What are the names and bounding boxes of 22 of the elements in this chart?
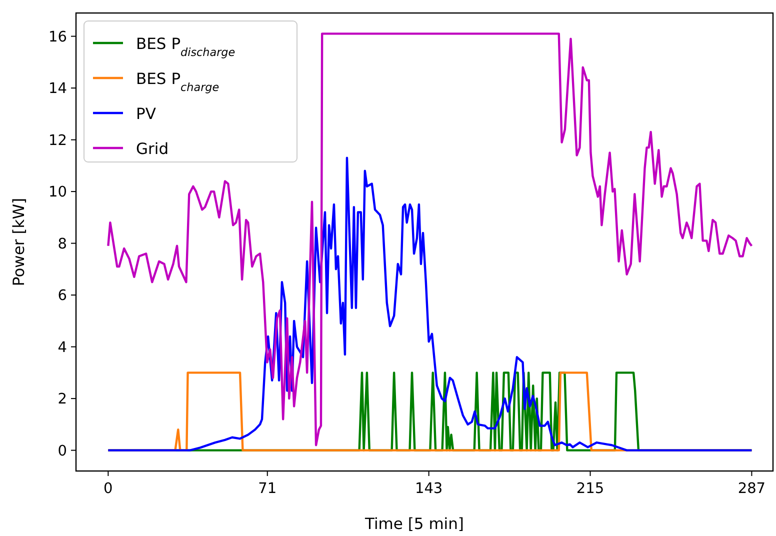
y-tick-label: 0 xyxy=(58,443,67,460)
x-tick-label: 71 xyxy=(258,481,277,497)
line-series xyxy=(107,32,753,446)
y-tick-label: 8 xyxy=(58,236,67,252)
y-tick-label: 2 xyxy=(58,392,67,408)
legend-label: BES P$_{discharge}$ xyxy=(136,35,236,58)
legend-label: BES P$_{charge}$ xyxy=(136,70,220,94)
x-tick-label: 0 xyxy=(104,481,113,497)
y-tick-label: 10 xyxy=(48,184,67,201)
y-tick-label: 6 xyxy=(58,288,67,304)
y-tick-label: 16 xyxy=(48,29,67,46)
x-tick-label: 287 xyxy=(738,481,766,497)
y-tick-label: 12 xyxy=(48,132,67,149)
line-series xyxy=(107,156,753,452)
x-axis-title: Time [5 min] xyxy=(364,515,464,533)
legend-label: Grid xyxy=(136,140,169,158)
legend-label: PV xyxy=(136,105,156,123)
y-axis-title: Power [kW] xyxy=(10,198,28,286)
x-tick-label: 143 xyxy=(414,481,443,497)
x-tick-label: 215 xyxy=(576,481,604,497)
y-tick-label: 4 xyxy=(58,340,67,356)
y-tick-label: 14 xyxy=(48,81,67,98)
